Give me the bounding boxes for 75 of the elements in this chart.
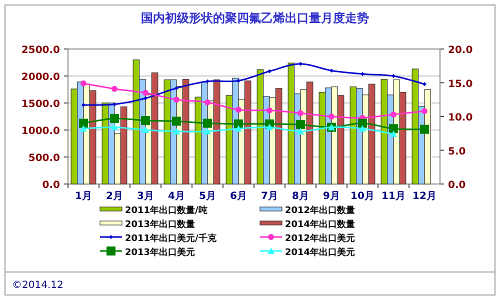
x-tick-label: 7月 bbox=[261, 191, 278, 202]
y2-tick-label: 10.0 bbox=[448, 112, 473, 124]
point bbox=[298, 62, 302, 66]
point bbox=[235, 125, 242, 132]
y-tick-label: 0.0 bbox=[42, 180, 60, 191]
point bbox=[142, 90, 148, 96]
point bbox=[79, 118, 88, 128]
legend-label: 2012年出口美元 bbox=[285, 233, 356, 244]
point bbox=[296, 120, 305, 130]
point bbox=[330, 68, 334, 73]
y-tick-label: 2000.0 bbox=[21, 72, 60, 83]
text: ©2014.12 bbox=[12, 280, 64, 291]
point bbox=[82, 103, 86, 108]
point bbox=[297, 128, 304, 134]
x-tick-label: 9月 bbox=[323, 191, 340, 202]
legend-label: 2013年出口美元 bbox=[125, 247, 196, 258]
point bbox=[236, 78, 240, 83]
point bbox=[141, 116, 150, 126]
point bbox=[174, 86, 178, 90]
legend-label: 2011年出口数量/吨 bbox=[125, 205, 208, 216]
point bbox=[172, 116, 181, 126]
x-tick-label: 10月 bbox=[350, 191, 374, 202]
x-tick-label: 11月 bbox=[382, 191, 406, 202]
point bbox=[392, 74, 396, 78]
x-tick-label: 6月 bbox=[230, 191, 247, 202]
chart-title: 国内初级形状的聚四氟乙烯出口量月度走势 bbox=[141, 11, 369, 25]
point bbox=[389, 124, 398, 134]
legend-label: 2014年出口数量 bbox=[285, 219, 356, 230]
point bbox=[266, 124, 273, 130]
y2-tick-label: 5.0 bbox=[448, 146, 466, 158]
x-tick-label: 2月 bbox=[106, 191, 123, 202]
point bbox=[422, 82, 426, 86]
point bbox=[111, 124, 118, 130]
legend-label: 2012年出口数量 bbox=[285, 205, 356, 216]
point bbox=[144, 96, 148, 100]
point bbox=[358, 118, 367, 128]
point bbox=[142, 126, 149, 133]
point bbox=[80, 80, 86, 86]
legend-label: 2011年出口美元/千克 bbox=[125, 233, 218, 244]
point bbox=[422, 108, 428, 114]
point bbox=[112, 86, 118, 92]
y2-tick-label: 15.0 bbox=[448, 78, 473, 90]
point bbox=[328, 114, 334, 120]
point bbox=[173, 128, 180, 134]
point bbox=[110, 114, 119, 124]
y2-tick-label: 20.0 bbox=[448, 45, 473, 56]
point bbox=[236, 106, 242, 113]
y-tick-label: 2500.0 bbox=[21, 45, 60, 56]
y-tick-label: 1000.0 bbox=[21, 126, 60, 137]
x-tick-label: 8月 bbox=[292, 191, 309, 202]
point bbox=[112, 102, 116, 106]
point bbox=[206, 79, 210, 84]
x-tick-label: 5月 bbox=[199, 191, 216, 202]
x-tick-label: 12月 bbox=[412, 191, 436, 202]
x-tick-label: 3月 bbox=[137, 191, 154, 202]
y-tick-label: 1500.0 bbox=[21, 99, 60, 110]
point bbox=[203, 118, 212, 128]
point bbox=[204, 99, 210, 106]
point bbox=[268, 69, 272, 74]
point bbox=[390, 111, 396, 118]
point bbox=[80, 125, 87, 132]
y-tick-label: 500.0 bbox=[28, 153, 60, 164]
point bbox=[359, 125, 366, 132]
point bbox=[390, 130, 397, 138]
point bbox=[360, 72, 364, 76]
point bbox=[420, 124, 429, 134]
x-tick-label: 4月 bbox=[168, 191, 185, 202]
point bbox=[266, 107, 272, 114]
legend-label: 2013年出口数量 bbox=[125, 219, 196, 230]
legend-label: 2014年出口美元 bbox=[285, 247, 356, 258]
y2-tick-label: 0.0 bbox=[448, 180, 466, 191]
point bbox=[174, 96, 180, 103]
point bbox=[204, 128, 211, 134]
point bbox=[298, 110, 304, 116]
x-tick-label: 1月 bbox=[75, 191, 92, 202]
